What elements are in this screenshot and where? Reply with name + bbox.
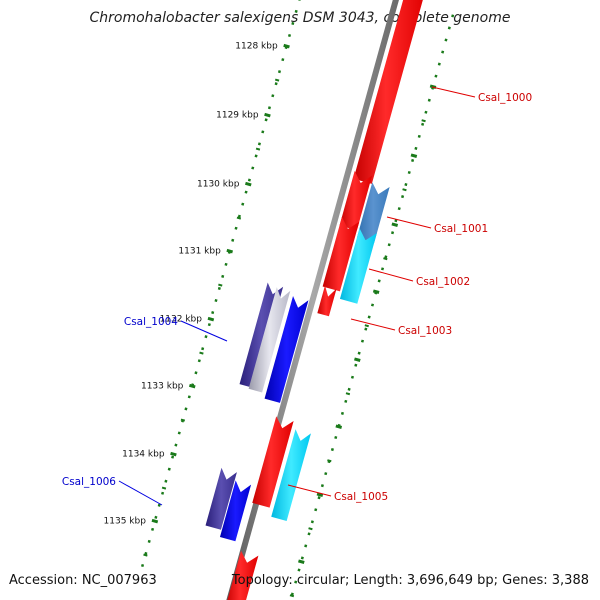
tick-mark [170, 451, 177, 457]
gene-arrow-csal-1004-b [248, 287, 291, 393]
tick-label: 1132 kbp [160, 314, 203, 324]
tick-mark [283, 43, 290, 49]
outer-minor-tick-mark [308, 527, 313, 531]
outer-tick-mark [391, 222, 399, 227]
gene-features [205, 0, 423, 600]
outer-tick-mark [372, 289, 380, 294]
minor-tick-mark [274, 78, 280, 82]
leader-line [287, 484, 332, 497]
tick-mark [245, 181, 252, 187]
gene-arrow-csal-1002 [339, 228, 377, 304]
tick-label: 1128 kbp [235, 41, 278, 51]
tick-label: 1129 kbp [216, 110, 259, 120]
minor-tick-mark [255, 147, 261, 151]
outer-minor-tick-mark [421, 119, 426, 123]
outer-tick-mark [298, 559, 305, 564]
minor-tick-mark [161, 486, 167, 490]
outer-tick-mark [316, 492, 324, 497]
tick-label: 1131 kbp [178, 246, 221, 256]
leader-line [431, 86, 476, 98]
tick-mark [226, 248, 234, 254]
gene-label[interactable]: Csal_1002 [416, 276, 470, 288]
gene-arrow-csal-1001 [356, 182, 390, 243]
minor-tick-mark [180, 418, 186, 422]
leader-line [180, 320, 228, 342]
gene-arrow-csal-1001-a [339, 170, 373, 231]
gene-arrow-csal-1000 [353, 0, 423, 184]
outer-minor-tick-mark [364, 324, 369, 328]
outer-minor-tick-mark [327, 459, 332, 463]
outer-minor-tick-mark [289, 594, 295, 598]
gene-arrow-csal-1004-c [264, 295, 309, 403]
gene-label[interactable]: Csal_1005 [334, 491, 388, 503]
outer-tick-mark [410, 153, 418, 158]
tick-mark [151, 518, 159, 524]
gene-arrow-csal-1006 [219, 480, 252, 542]
outer-minor-tick-mark [345, 392, 351, 396]
outer-tick-mark [335, 424, 343, 429]
gene-label[interactable]: Csal_1001 [434, 223, 488, 235]
leader-line [350, 318, 396, 331]
minor-tick-mark [143, 553, 148, 557]
tick-label: 1135 kbp [104, 516, 147, 526]
gene-label[interactable]: Csal_1000 [478, 92, 532, 104]
leader-line [386, 216, 432, 229]
outer-tick-mark [354, 357, 361, 362]
minor-tick-mark [218, 283, 223, 287]
topology-text: Topology: circular; Length: 3,696,649 bp… [231, 573, 589, 588]
gene-label[interactable]: Csal_1006 [62, 476, 116, 488]
tick-mark [207, 316, 215, 322]
dotted-guides [138, 0, 455, 600]
tick-label: 1133 kbp [141, 381, 184, 391]
accession-text: Accession: NC_007963 [9, 573, 157, 588]
gene-label[interactable]: Csal_1004 [124, 316, 178, 328]
gene-labels: Csal_1000 Csal_1001 Csal_1002 Csal_1003 Csal… [62, 86, 532, 506]
minor-tick-mark [199, 351, 204, 355]
gene-arrow-csal-1006-a [205, 467, 237, 530]
gene-arrow-csal-1005-a [252, 416, 294, 508]
tick-label: 1134 kbp [122, 449, 165, 459]
tick-mark [188, 383, 196, 389]
scale-ticks: 1128 kbp 1129 kbp 1130 kbp 1131 kbp 1132 kbp… [104, 41, 437, 598]
outer-minor-tick-mark [402, 188, 407, 192]
gene-arrow-csal-1003 [317, 285, 337, 317]
tick-mark [264, 112, 271, 118]
leader-line [368, 268, 414, 282]
gene-arrow-csal-1001-b [322, 216, 360, 292]
backbone-line [226, 0, 399, 600]
outer-minor-tick-mark [383, 257, 388, 261]
tick-label: 1130 kbp [197, 179, 240, 189]
leader-line [118, 480, 163, 506]
backbone [226, 0, 399, 600]
gene-arrow-csal-next [227, 550, 259, 600]
gene-label[interactable]: Csal_1003 [398, 325, 452, 337]
gene-arrow-csal-1005 [271, 429, 311, 522]
minor-tick-mark [236, 216, 242, 220]
